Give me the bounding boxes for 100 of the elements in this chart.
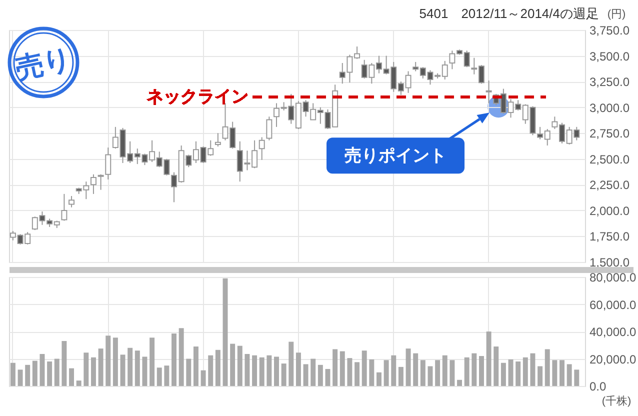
bar [252, 355, 258, 386]
y-tick-label: 1,500.0 [590, 256, 630, 270]
y-tick-label: 20,000.0 [590, 352, 637, 366]
bar [32, 360, 38, 386]
bar [222, 278, 228, 386]
bar [406, 348, 411, 386]
bar [84, 352, 89, 386]
bar [362, 350, 367, 386]
candlestick [214, 132, 221, 148]
bar [193, 346, 198, 386]
bar [98, 348, 104, 386]
ref-line-label: ネックライン [146, 87, 249, 106]
candlestick [90, 174, 96, 194]
bar [150, 338, 155, 386]
y-tick-label: 0.0 [590, 380, 607, 394]
bar [303, 364, 308, 386]
bar [552, 360, 558, 386]
bar [208, 355, 214, 386]
bar [25, 364, 30, 386]
y-tick-label: 3,250.0 [590, 75, 630, 90]
bar [47, 361, 52, 386]
bar [413, 353, 418, 386]
bar [522, 357, 528, 386]
bar [354, 362, 360, 386]
candlestick [105, 147, 112, 180]
y-tick-label: 3,500.0 [590, 49, 630, 64]
bar [457, 380, 462, 386]
bar [428, 366, 433, 386]
bar [538, 366, 543, 386]
bar [200, 370, 206, 386]
bar [142, 356, 148, 386]
bar [10, 362, 16, 386]
bar [106, 336, 111, 386]
bar [398, 366, 404, 386]
bar [18, 370, 23, 386]
candlestick [61, 193, 68, 222]
bar [494, 346, 499, 386]
annotation: 売りポイント [344, 146, 447, 166]
bar [69, 368, 74, 386]
bar [244, 354, 250, 386]
bar [156, 368, 162, 386]
bar [230, 344, 236, 386]
bar [486, 332, 492, 386]
bar [384, 360, 389, 386]
bar [369, 359, 374, 386]
candlestick [68, 196, 75, 208]
y-tick-label: 2,250.0 [590, 178, 630, 192]
bar [420, 360, 426, 386]
bar [120, 354, 126, 386]
candlestick [486, 80, 492, 104]
bar [347, 358, 352, 386]
bar [318, 364, 323, 386]
bar [530, 353, 536, 386]
bar [296, 352, 301, 386]
bar [516, 361, 521, 386]
y-tick-label: 3,000.0 [590, 100, 630, 115]
bar [237, 346, 242, 386]
bar [259, 357, 264, 386]
chart-title: 5401 2012/11～2014/4の週足 [419, 6, 599, 21]
bar [134, 350, 140, 386]
bar [560, 360, 564, 386]
y-axis-title: (千株) [602, 394, 632, 408]
candlestick [266, 116, 272, 141]
bar [310, 358, 316, 386]
candlestick [258, 136, 265, 160]
bar [90, 357, 96, 386]
bar [281, 364, 286, 386]
bar [391, 355, 396, 386]
bar [266, 355, 272, 386]
y-tick-label: 1,750.0 [590, 230, 630, 244]
y-tick-label: 2,500.0 [590, 152, 630, 166]
bar [172, 334, 176, 386]
bar [376, 372, 382, 386]
bar [574, 370, 580, 386]
bar [450, 360, 455, 386]
y-tick-label: 3,750.0 [590, 24, 630, 38]
bar [40, 354, 45, 386]
y-tick-label: 2,000.0 [590, 204, 630, 218]
bar [508, 359, 514, 386]
y-tick-label: 2,750.0 [590, 126, 630, 141]
y-tick-label: 40,000.0 [590, 325, 637, 339]
y-axis-title: (円) [607, 8, 626, 20]
bar [76, 380, 82, 386]
bar [178, 328, 184, 386]
bar [464, 357, 470, 386]
bar [478, 356, 484, 386]
bar [435, 360, 440, 386]
bar [544, 349, 550, 386]
bar [128, 348, 133, 386]
bar [186, 358, 192, 386]
bar [112, 338, 118, 386]
bar [500, 362, 506, 386]
bar [472, 353, 477, 386]
bar [54, 358, 60, 386]
bar [566, 364, 572, 386]
bar [164, 366, 170, 386]
bar [274, 356, 279, 386]
bar [332, 349, 338, 386]
bar [62, 341, 67, 386]
y-tick-label: 80,000.0 [590, 270, 637, 284]
